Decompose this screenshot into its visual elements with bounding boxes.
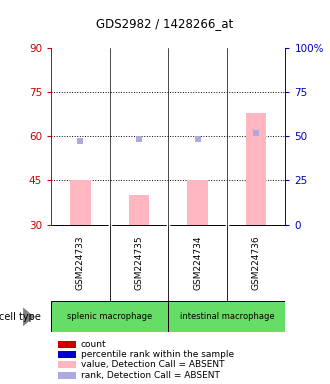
Text: GSM224736: GSM224736 <box>252 236 261 290</box>
Bar <box>187 180 208 225</box>
Polygon shape <box>23 307 34 326</box>
Bar <box>51 301 168 332</box>
Bar <box>129 195 149 225</box>
Bar <box>58 351 76 358</box>
Bar <box>58 361 76 368</box>
Bar <box>58 372 76 379</box>
Bar <box>70 180 91 225</box>
Text: splenic macrophage: splenic macrophage <box>67 312 152 321</box>
Text: GSM224735: GSM224735 <box>135 236 144 290</box>
Text: count: count <box>81 340 107 349</box>
Text: rank, Detection Call = ABSENT: rank, Detection Call = ABSENT <box>81 371 220 380</box>
Text: value, Detection Call = ABSENT: value, Detection Call = ABSENT <box>81 360 224 369</box>
Bar <box>246 113 266 225</box>
Text: GSM224733: GSM224733 <box>76 236 85 290</box>
Text: GSM224734: GSM224734 <box>193 236 202 290</box>
Text: GDS2982 / 1428266_at: GDS2982 / 1428266_at <box>96 17 234 30</box>
Text: percentile rank within the sample: percentile rank within the sample <box>81 350 234 359</box>
Text: intestinal macrophage: intestinal macrophage <box>180 312 274 321</box>
Text: cell type: cell type <box>0 312 41 322</box>
Bar <box>168 301 285 332</box>
Bar <box>58 341 76 348</box>
